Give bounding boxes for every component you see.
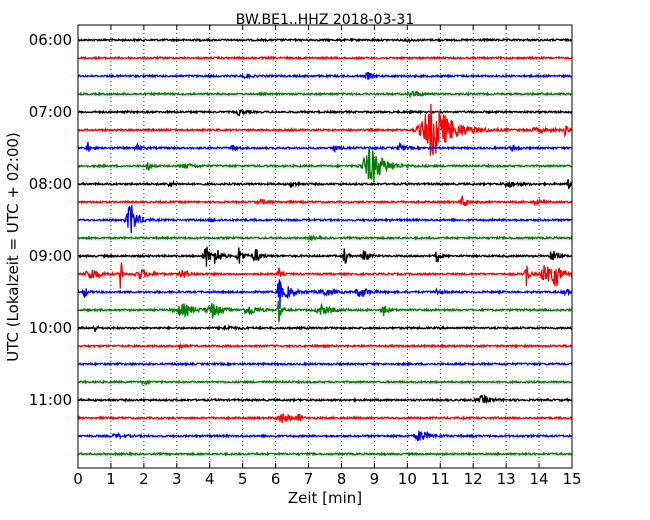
- trace-0845: [77, 234, 573, 242]
- x-tick-label: 11: [431, 470, 450, 488]
- x-tick-label: 12: [464, 470, 483, 488]
- trace-0600: [77, 37, 573, 44]
- x-tick-label: 1: [106, 470, 116, 488]
- trace-1145: [77, 451, 573, 458]
- x-tick-label: 4: [205, 470, 215, 488]
- x-tick-label: 9: [370, 470, 380, 488]
- y-tick-label: 06:00: [29, 31, 72, 49]
- x-tick-label: 10: [398, 470, 417, 488]
- x-tick-label: 6: [271, 470, 281, 488]
- trace-0900: [77, 246, 573, 267]
- trace-0730: [77, 141, 573, 153]
- y-tick-label: 10:00: [29, 319, 72, 337]
- chart-title: BW.BE1..HHZ 2018-03-31: [236, 12, 415, 28]
- trace-1100: [77, 394, 573, 404]
- x-tick-label: 7: [304, 470, 314, 488]
- trace-0700: [77, 109, 573, 117]
- trace-0815: [77, 194, 573, 207]
- trace-1130: [77, 430, 573, 442]
- trace-0715: [77, 104, 573, 156]
- trace-0915: [77, 262, 573, 289]
- trace-0945: [77, 300, 573, 323]
- trace-1045: [77, 379, 573, 387]
- y-tick-label: 09:00: [29, 247, 72, 265]
- x-tick-label: 15: [562, 470, 581, 488]
- trace-0745: [77, 145, 573, 183]
- trace-0830: [77, 205, 573, 234]
- trace-1115: [77, 413, 573, 424]
- plot-frame: [77, 24, 573, 469]
- trace-1000: [77, 323, 573, 332]
- x-tick-label: 5: [238, 470, 248, 488]
- y-axis-label: UTC (Lokalzeit = UTC + 02:00): [4, 132, 22, 362]
- x-tick-label: 3: [172, 470, 182, 488]
- x-tick-label: 13: [497, 470, 516, 488]
- trace-1030: [77, 361, 573, 367]
- trace-0930: [77, 279, 573, 309]
- x-tick-label: 0: [73, 470, 83, 488]
- x-tick-label: 2: [139, 470, 149, 488]
- y-axis-ticks: 06:00 07:00 08:00 09:00 10:00 11:00: [29, 31, 572, 409]
- seismic-traces: [77, 37, 573, 458]
- x-tick-label: 14: [530, 470, 549, 488]
- trace-0630: [77, 71, 573, 80]
- x-axis-ticks: 0 1 2 3 4 5 6 7 8 9 10 11 12 13 14 15: [73, 25, 582, 488]
- trace-0615: [77, 55, 573, 61]
- x-axis-label: Zeit [min]: [288, 489, 362, 507]
- y-tick-label: 08:00: [29, 175, 72, 193]
- trace-0800: [77, 179, 573, 189]
- y-tick-label: 11:00: [29, 391, 72, 409]
- trace-0645: [77, 90, 573, 99]
- x-tick-label: 8: [337, 470, 347, 488]
- trace-1015: [77, 342, 573, 351]
- y-tick-label: 07:00: [29, 103, 72, 121]
